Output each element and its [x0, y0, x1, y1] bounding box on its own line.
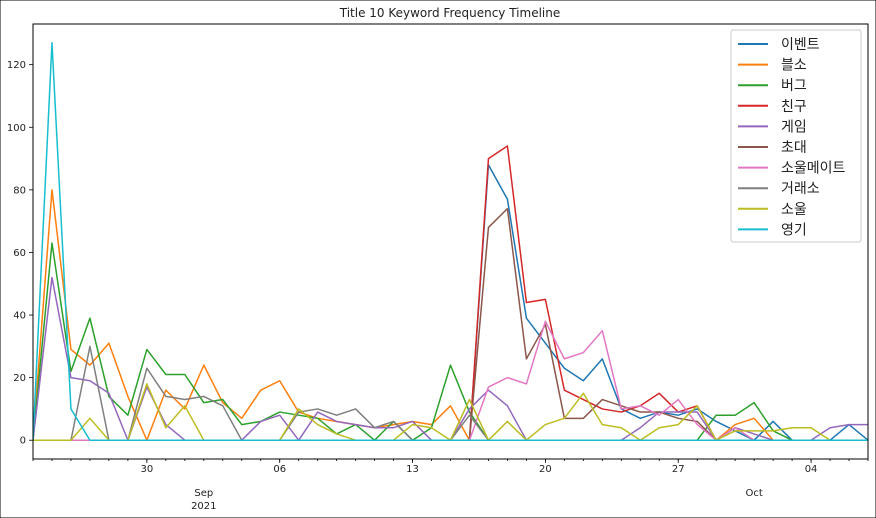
- legend-label: 버그: [781, 78, 807, 94]
- series-line-9: [33, 42, 868, 441]
- legend-label: 이벤트: [781, 37, 820, 53]
- legend-label: 소울: [781, 202, 807, 218]
- x-month-label: Oct: [745, 488, 762, 499]
- series-line-2: [33, 242, 868, 441]
- legend-label: 초대: [781, 140, 807, 156]
- y-tick-label: 120: [7, 60, 26, 71]
- y-tick-label: 0: [20, 436, 26, 447]
- x-tick-label: 04: [805, 464, 818, 475]
- y-tick-label: 60: [13, 248, 26, 259]
- y-tick-label: 100: [7, 123, 26, 134]
- x-tick-label: 27: [672, 464, 685, 475]
- chart-title: Title 10 Keyword Frequency Timeline: [339, 6, 561, 20]
- x-month-label: Sep: [194, 488, 213, 499]
- legend-label: 친구: [781, 99, 807, 115]
- x-tick-label: 06: [273, 464, 286, 475]
- x-tick-label: 20: [539, 464, 552, 475]
- axes-layer: 30 06 13 20 27 04 Sep 2021 Oct 0 20 40 60 80 100 120: [7, 60, 869, 512]
- legend-label: 게임: [781, 119, 807, 135]
- series-line-1: [33, 189, 868, 441]
- legend-label: 거래소: [781, 181, 820, 197]
- x-tick-label: 13: [406, 464, 419, 475]
- legend-label: 소울메이트: [781, 161, 846, 177]
- y-tick-label: 80: [13, 185, 26, 196]
- x-year-label: 2021: [191, 501, 216, 512]
- y-tick-label: 20: [13, 373, 26, 384]
- series-lines: [33, 42, 868, 441]
- legend-label: 영기: [781, 222, 807, 238]
- series-layer: [33, 42, 868, 441]
- x-tick-label: 30: [140, 464, 153, 475]
- legend-label: 블소: [781, 58, 807, 74]
- y-tick-label: 40: [13, 311, 26, 322]
